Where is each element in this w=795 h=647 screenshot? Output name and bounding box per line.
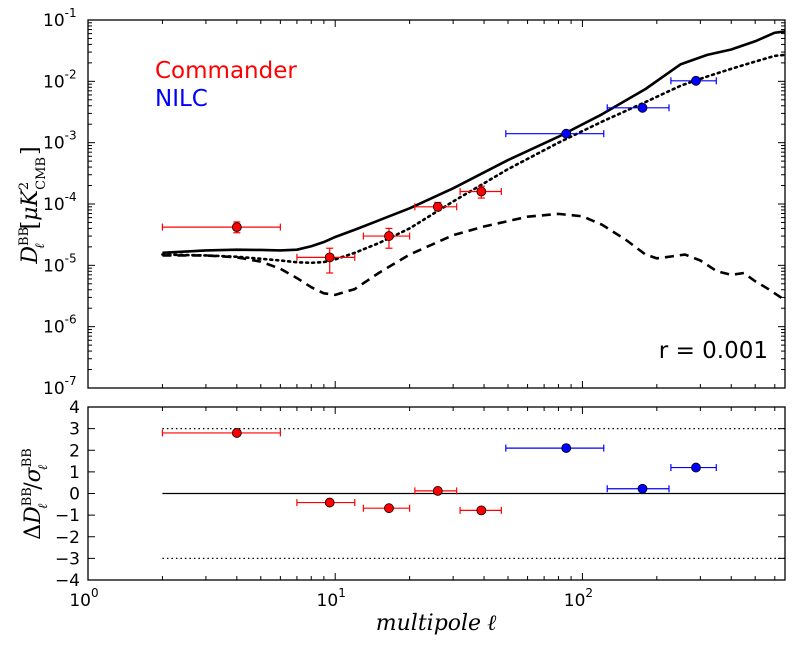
y-tick-label: −2 bbox=[55, 528, 80, 548]
r-value-annotation: r = 0.001 bbox=[659, 338, 768, 364]
y-tick-label: −3 bbox=[55, 549, 80, 569]
data-point-commander-0 bbox=[161, 428, 281, 438]
data-marker bbox=[476, 505, 487, 516]
x-tick-label: 101 bbox=[317, 586, 346, 611]
data-point-commander-2 bbox=[362, 503, 411, 514]
y-tick-label: 10-3 bbox=[43, 129, 77, 154]
data-marker bbox=[384, 503, 394, 514]
data-point-commander-0 bbox=[161, 221, 281, 234]
x-tick-label: 102 bbox=[564, 586, 593, 611]
data-point-nilc-7 bbox=[670, 75, 717, 86]
x-tick-label: 100 bbox=[69, 586, 98, 611]
data-marker bbox=[324, 497, 335, 508]
data-marker bbox=[561, 443, 572, 453]
y-tick-label: 3 bbox=[69, 420, 80, 440]
y-tick-label: 10-2 bbox=[43, 67, 77, 92]
y-tick-label: −4 bbox=[55, 571, 80, 591]
data-marker bbox=[637, 102, 648, 113]
data-marker bbox=[561, 128, 572, 139]
curve-primordial bbox=[162, 212, 786, 302]
top-panel: 10-7 10-6 10-5 10-4 10-3 10-2 10-1 DBBℓ[μK2 CMB]… bbox=[17, 6, 787, 399]
data-point-commander-4 bbox=[459, 505, 502, 516]
data-point-commander-3 bbox=[414, 486, 458, 496]
y-tick-label: 1 bbox=[69, 463, 80, 483]
data-point-nilc-5 bbox=[505, 128, 605, 139]
data-marker bbox=[384, 231, 394, 241]
y-tick-label: 0 bbox=[69, 485, 80, 505]
data-marker bbox=[432, 486, 443, 496]
y-tick-label: 10-1 bbox=[43, 6, 77, 31]
data-marker bbox=[231, 222, 242, 233]
data-point-nilc-5 bbox=[505, 443, 605, 453]
y-axis-label: DBBℓ[μK2 CMB] bbox=[17, 146, 49, 264]
data-marker bbox=[691, 462, 701, 473]
plot-frame bbox=[87, 19, 786, 389]
y-tick-label: 4 bbox=[69, 398, 80, 418]
data-point-nilc-6 bbox=[606, 102, 670, 113]
data-marker bbox=[476, 186, 487, 197]
y-tick-label: 2 bbox=[69, 441, 80, 461]
data-marker bbox=[231, 428, 242, 438]
residual-y-axis-label: ΔDBBℓ/σBBℓ bbox=[20, 448, 51, 540]
legend-commander: Commander bbox=[155, 58, 297, 84]
data-point-commander-4 bbox=[459, 185, 502, 199]
legend-nilc: NILC bbox=[155, 86, 208, 112]
data-marker bbox=[637, 483, 648, 494]
y-tick-label: 10-7 bbox=[43, 374, 77, 399]
y-tick-label: 10-5 bbox=[43, 251, 77, 276]
data-point-commander-3 bbox=[414, 201, 458, 212]
x-axis-label: multipole ℓ bbox=[376, 611, 497, 636]
curve-total bbox=[162, 30, 786, 255]
y-tick-label: −1 bbox=[55, 506, 80, 526]
data-marker bbox=[691, 75, 701, 86]
data-point-nilc-6 bbox=[606, 483, 670, 494]
data-marker bbox=[324, 252, 335, 263]
plot-frame bbox=[87, 406, 786, 581]
data-point-nilc-7 bbox=[670, 462, 717, 473]
y-tick-label: 10-6 bbox=[43, 313, 77, 338]
curve-lensing bbox=[161, 53, 787, 265]
y-tick-label: 10-4 bbox=[43, 190, 77, 215]
data-marker bbox=[432, 201, 443, 212]
data-point-commander-2 bbox=[362, 227, 411, 249]
data-point-commander-1 bbox=[296, 497, 356, 508]
data-point-commander-1 bbox=[296, 247, 356, 274]
